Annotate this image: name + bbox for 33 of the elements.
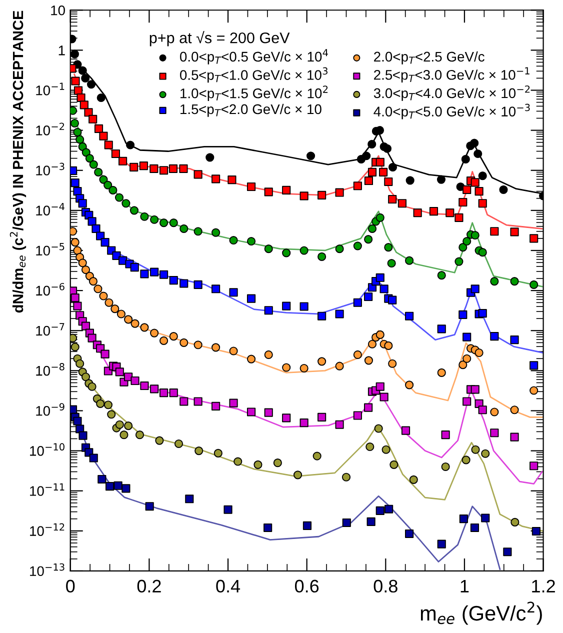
x-tick-label: 0.2 (137, 580, 161, 593)
y-tick-label: 10$^{−5}$ (36, 243, 64, 256)
y-tick-label: 1 (58, 46, 65, 56)
legend-label: 1.0<p$_{T}$<1.5 GeV/c × 10$^{2}$ (180, 86, 328, 102)
legend-label: 4.0<p$_{T}$<5.0 GeV/c × 10$^{−3}$ (374, 104, 530, 120)
y-tick-label: 10 (51, 5, 65, 16)
legend-label: 2.5<p$_{T}$<3.0 GeV/c × 10$^{−1}$ (374, 67, 530, 83)
y-tick-label: 10$^{−1}$ (36, 82, 64, 96)
x-tick-label: 1.2 (532, 580, 555, 592)
x-tick-label: 0 (66, 580, 75, 593)
x-tick-label: 0.8 (374, 580, 398, 593)
y-tick-label: 10$^{−13}$ (30, 563, 64, 576)
legend-label: 1.5<p$_{T}$<2.0 GeV/c × 10 (180, 104, 322, 117)
x-axis-title: m$_{ee}$ (GeV/c$^{2}$) (420, 602, 542, 625)
y-tick-label: 10$^{−10}$ (30, 443, 64, 456)
legend-label: 0.5<p$_{T}$<1.0 GeV/c × 10$^{3}$ (180, 67, 328, 83)
y-tick-label: 10$^{−8}$ (36, 363, 64, 376)
y-tick-label: 10$^{−4}$ (36, 202, 64, 216)
y-tick-label: 10$^{−11}$ (30, 483, 64, 496)
x-tick-label: 0.6 (294, 580, 319, 593)
x-tick-label: 1 (460, 580, 469, 592)
y-tick-label: 10$^{−3}$ (36, 162, 64, 176)
legend-label: 2.0<p$_{T}$<2.5 GeV/c (374, 51, 484, 64)
y-tick-label: 10$^{−6}$ (36, 282, 64, 296)
y-tick-label: 10$^{−12}$ (30, 523, 64, 536)
y-tick-label: 10$^{−9}$ (36, 403, 64, 416)
y-tick-label: 10$^{−2}$ (36, 122, 64, 136)
legend-label: 3.0<p$_{T}$<4.0 GeV/c × 10$^{−2}$ (374, 85, 530, 101)
legend-label: 0.0<p$_{T}$<0.5 GeV/c × 10$^{4}$ (180, 49, 328, 64)
y-axis-title: dN/dm$_{ee}$ (c$^{2}$/GeV) IN PHENIX ACCEPTANCE (10, 10, 26, 313)
x-tick-label: 0.4 (216, 580, 240, 593)
legend-title: p+p at √s = 200 GeV (150, 31, 290, 46)
y-tick-label: 10$^{−7}$ (36, 323, 64, 336)
